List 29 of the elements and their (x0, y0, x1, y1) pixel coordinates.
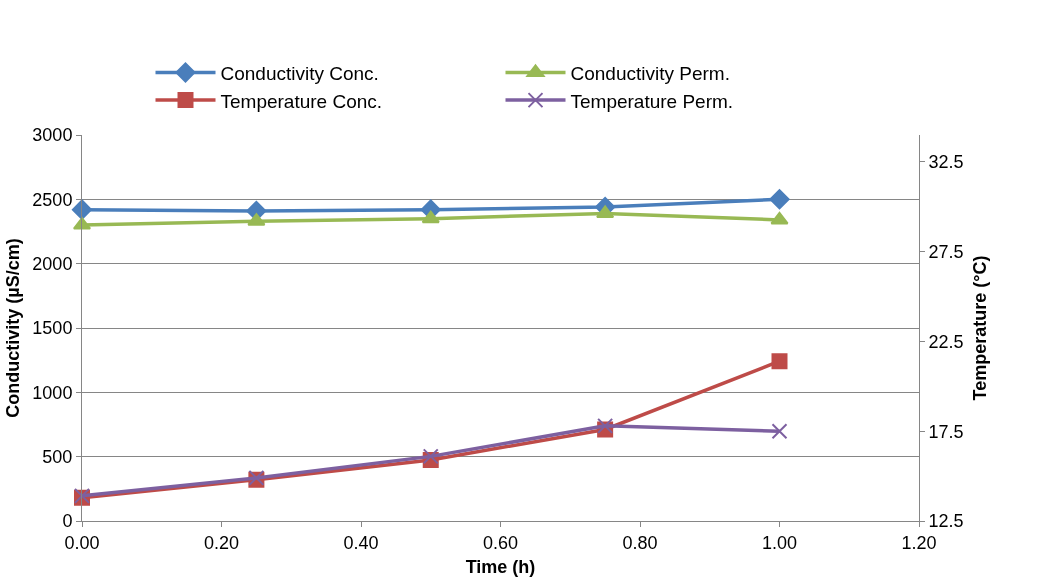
y2-tick-label: 32.5 (928, 152, 964, 173)
x-tick-label: 0.40 (343, 532, 379, 553)
point (771, 423, 788, 440)
point (771, 353, 788, 370)
y2-tick-label: 12.5 (928, 511, 964, 532)
y-tick-label: 500 (42, 446, 73, 467)
legend-label: Conductivity Perm. (570, 62, 730, 84)
y-tick-label: 1000 (32, 382, 73, 403)
y2-tick-label: 17.5 (928, 421, 964, 442)
y-tick-label: 2000 (32, 253, 73, 274)
y2-axis-title: Temperature (°C) (969, 255, 990, 401)
y2-tick-label: 27.5 (928, 242, 964, 262)
legend-label: Conductivity Conc. (220, 62, 379, 84)
legend-label: Temperature Perm. (570, 90, 734, 112)
y-tick-label: 3000 (32, 125, 73, 146)
x-tick-label: 1.00 (761, 532, 798, 553)
point (597, 417, 614, 434)
x-tick-label: 0.20 (203, 532, 240, 553)
x-tick-label: 0.60 (482, 532, 519, 553)
y-axis-title: Conductivity (µS/cm) (2, 238, 23, 418)
x-axis-title: Time (h) (465, 556, 536, 577)
y2-tick-label: 22.5 (928, 331, 964, 352)
x-tick-label: 1.20 (901, 532, 937, 553)
y-tick-label: 0 (62, 511, 73, 532)
x-tick-label: 0.00 (64, 532, 100, 553)
y-tick-label: 1500 (32, 318, 73, 339)
x-tick-label: 0.80 (622, 532, 658, 553)
y-tick-label: 2500 (32, 189, 73, 210)
legend-label: Temperature Conc. (220, 90, 383, 112)
